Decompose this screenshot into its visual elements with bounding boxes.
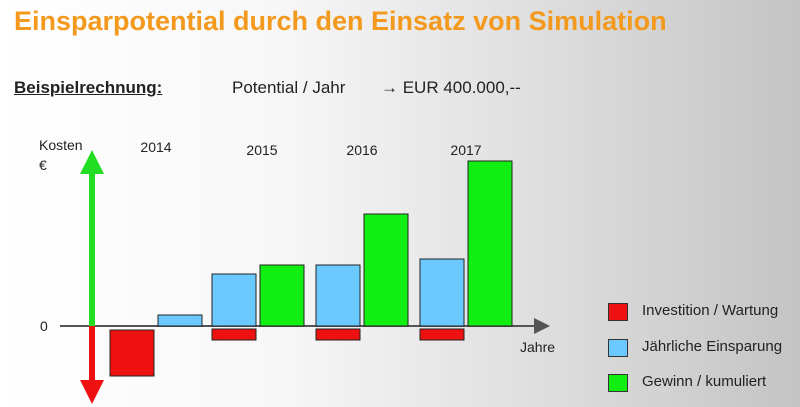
subtitle-label: Beispielrechnung: [14, 78, 163, 97]
year-labels: 2014 2015 2016 2017 [140, 139, 481, 158]
subtitle-value: → EUR 400.000,-- [381, 78, 521, 97]
legend-swatch-investition [608, 303, 628, 321]
investition-bar-2014 [109, 329, 155, 377]
chart-title: Einsparpotential durch den Einsatz von S… [14, 6, 667, 36]
einsparung-bar-2017 [419, 258, 465, 327]
x-axis-label: Jahre [520, 339, 555, 355]
gewinn-bar-2015 [259, 264, 305, 327]
subtitle-potential: Potential / Jahr [232, 78, 346, 97]
gewinn-bar-2017 [467, 160, 513, 327]
legend-swatch-einsparung [608, 339, 628, 357]
year-label-2016: 2016 [346, 142, 377, 158]
einsparung-bar-2016 [315, 264, 361, 327]
year-label-2017: 2017 [450, 142, 481, 158]
y-label-currency: € [39, 157, 47, 173]
legend-label-einsparung: Jährliche Einsparung [642, 338, 783, 355]
arrow-up-head [80, 150, 104, 174]
einsparung-bar-2014 [157, 314, 203, 327]
zero-label: 0 [40, 318, 48, 334]
cost-arrow [80, 150, 104, 404]
year-label-2014: 2014 [140, 139, 171, 155]
investition-bar-2016 [315, 328, 361, 341]
legend-label-gewinn: Gewinn / kumuliert [642, 373, 767, 390]
investition-bar-2015 [211, 328, 257, 341]
investition-bar-2017 [419, 328, 465, 341]
einsparung-bar-2015 [211, 273, 257, 327]
bars [109, 160, 513, 377]
year-label-2015: 2015 [246, 142, 277, 158]
legend-label-investition: Investition / Wartung [642, 302, 779, 319]
arrow-down-head [80, 380, 104, 404]
legend-swatch-gewinn [608, 374, 628, 392]
y-label-kosten: Kosten [39, 137, 83, 153]
gewinn-bar-2016 [363, 213, 409, 327]
